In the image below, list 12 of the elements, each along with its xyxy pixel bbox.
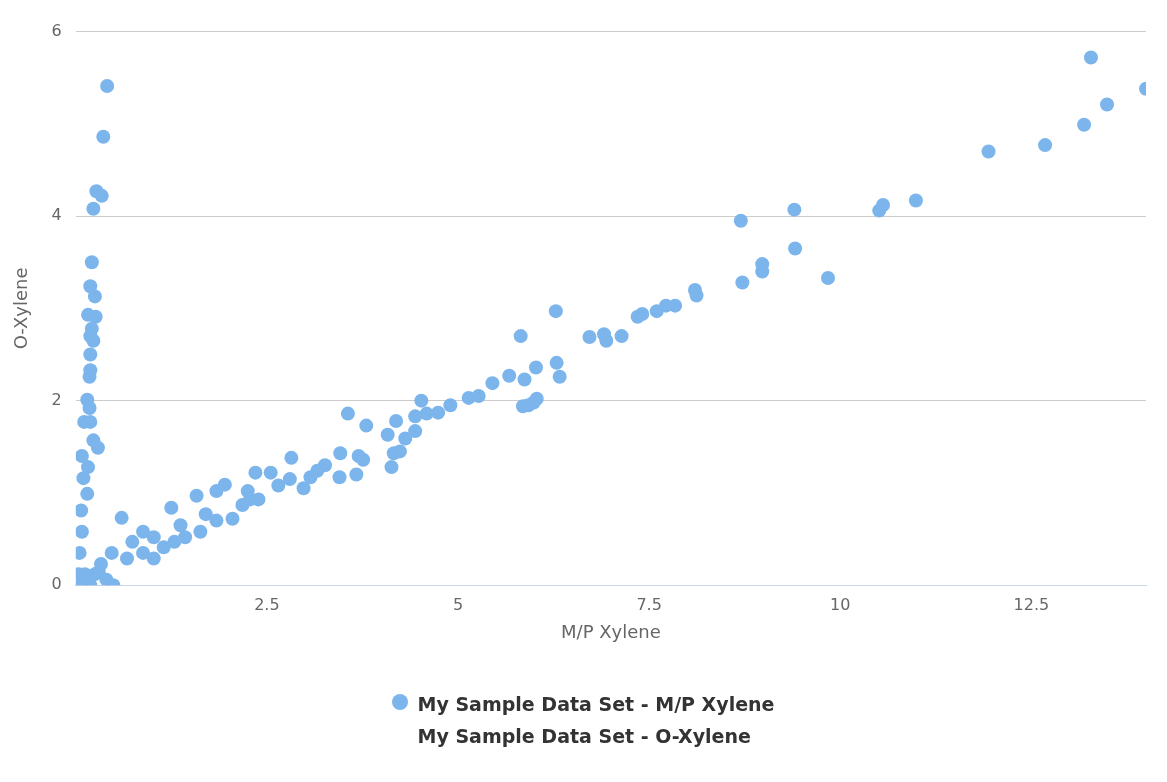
y-tick-label: 0	[51, 574, 62, 594]
x-tick-label: 2.5	[254, 594, 280, 614]
x-axis-title: M/P Xylene	[561, 620, 661, 642]
x-tick-label: 5	[452, 594, 464, 614]
y-tick-label: 6	[51, 20, 62, 40]
y-axis-title: O-Xylene	[10, 267, 32, 350]
x-tick-label: 7.5	[636, 594, 662, 614]
x-tick-label: 10	[830, 594, 851, 614]
x-tick-label: 12.5	[1013, 594, 1050, 614]
y-tick-label: 2	[51, 389, 62, 409]
y-tick-label: 4	[51, 205, 62, 225]
legend-label: My Sample Data Set - M/P Xylene My Sample Data Set - O-Xylene	[417, 692, 775, 749]
